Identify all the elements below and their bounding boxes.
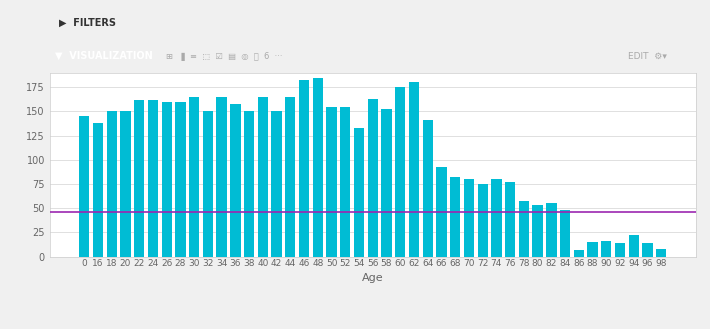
Bar — [560, 210, 570, 257]
Bar — [354, 128, 364, 257]
X-axis label: Age: Age — [362, 272, 383, 283]
Text: ▼  VISUALIZATION: ▼ VISUALIZATION — [55, 51, 153, 61]
Bar — [93, 123, 103, 257]
Bar — [175, 102, 185, 257]
Bar — [368, 99, 378, 257]
Bar — [574, 250, 584, 257]
Bar — [203, 112, 213, 257]
Text: ⊞  ▐  ≡  ⬚  ☑  ▤  ◎  ⬛  6  ···: ⊞ ▐ ≡ ⬚ ☑ ▤ ◎ ⬛ 6 ··· — [166, 52, 283, 61]
Bar — [271, 112, 282, 257]
Bar — [656, 249, 667, 257]
Bar — [519, 201, 529, 257]
Bar — [189, 97, 200, 257]
Bar — [437, 166, 447, 257]
Bar — [244, 112, 254, 257]
Bar — [134, 100, 144, 257]
Bar — [327, 107, 337, 257]
Bar — [381, 109, 392, 257]
Bar — [312, 78, 323, 257]
Bar — [532, 205, 542, 257]
Bar — [148, 100, 158, 257]
Bar — [643, 243, 652, 257]
Bar — [106, 112, 117, 257]
Bar — [628, 235, 639, 257]
Bar — [120, 112, 131, 257]
Bar — [230, 104, 241, 257]
Bar — [601, 241, 611, 257]
Bar — [79, 116, 89, 257]
Bar — [422, 120, 433, 257]
Bar — [395, 87, 405, 257]
Bar — [546, 203, 557, 257]
Bar — [587, 242, 598, 257]
Bar — [450, 177, 460, 257]
Text: EDIT  ⚙▾: EDIT ⚙▾ — [628, 52, 667, 61]
Bar — [409, 83, 419, 257]
Bar — [258, 97, 268, 257]
Bar — [299, 80, 309, 257]
Bar — [478, 184, 488, 257]
Bar — [491, 179, 501, 257]
Bar — [615, 243, 626, 257]
Bar — [340, 107, 351, 257]
Bar — [464, 179, 474, 257]
Bar — [505, 182, 515, 257]
Bar — [161, 102, 172, 257]
Bar — [285, 97, 295, 257]
Bar — [217, 97, 226, 257]
Text: ▶  FILTERS: ▶ FILTERS — [60, 18, 116, 28]
